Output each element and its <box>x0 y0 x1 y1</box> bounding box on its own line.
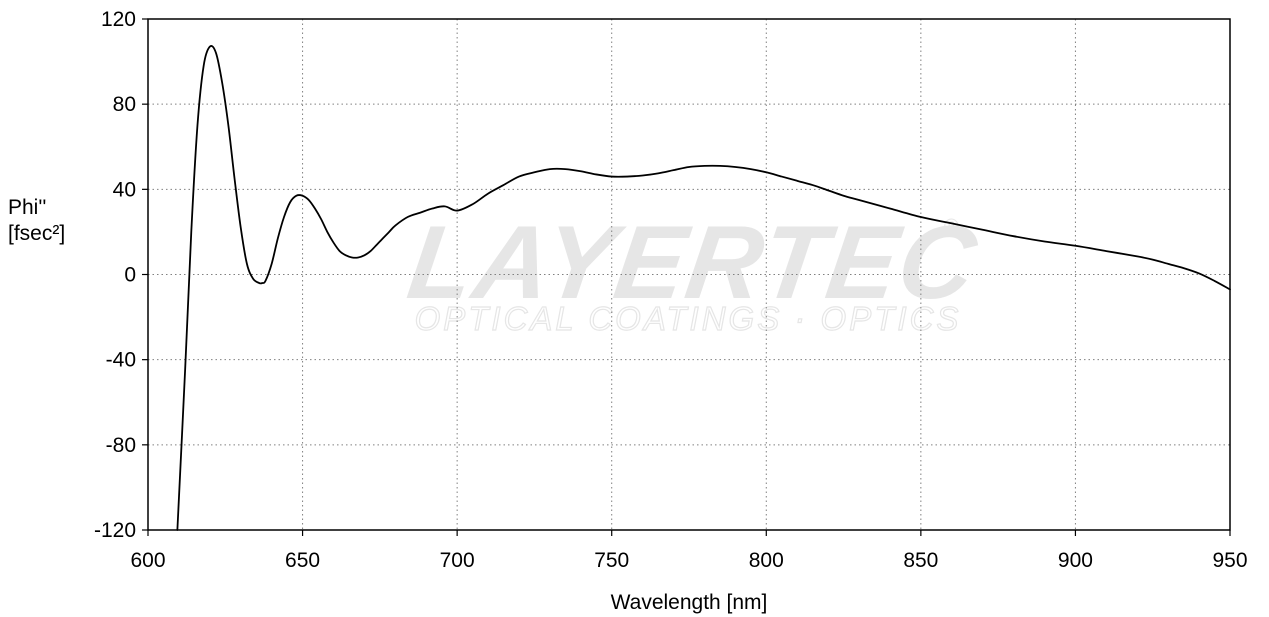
grid <box>142 18 1231 536</box>
watermark-registered-mark: ® <box>944 216 959 238</box>
y-tick-label: 120 <box>101 8 136 31</box>
x-tick-label: 950 <box>1212 549 1247 572</box>
y-tick-label: -120 <box>94 519 136 542</box>
x-tick-label: 750 <box>594 549 629 572</box>
y-tick-label: 80 <box>113 93 136 116</box>
x-tick-label: 900 <box>1058 549 1093 572</box>
y-axis-label-line1: Phi'' <box>8 196 46 219</box>
x-tick-label: 800 <box>749 549 784 572</box>
x-tick-label: 600 <box>130 549 165 572</box>
x-tick-label: 700 <box>440 549 475 572</box>
x-axis-label: Wavelength [nm] <box>611 591 768 614</box>
y-axis-label-line2: [fsec²] <box>8 222 65 245</box>
y-tick-label: -40 <box>106 349 136 372</box>
series-line <box>176 45 1231 531</box>
plot-frame <box>147 18 1231 531</box>
x-tick-label: 850 <box>903 549 938 572</box>
watermark: LAYERTEC ® OPTICAL COATINGS · OPTICS <box>401 204 984 337</box>
watermark-logo: LAYERTEC <box>401 204 984 320</box>
watermark-tagline: OPTICAL COATINGS · OPTICS <box>415 300 962 337</box>
series-layer <box>176 45 1231 531</box>
x-tick-labels: 600 650 700 750 800 850 900 950 <box>130 549 1247 572</box>
y-tick-label: -80 <box>106 434 136 457</box>
y-tick-label: 0 <box>124 264 136 287</box>
y-tick-label: 40 <box>113 178 136 201</box>
y-tick-labels: -120 -80 -40 0 40 80 120 <box>94 8 136 542</box>
x-tick-label: 650 <box>285 549 320 572</box>
